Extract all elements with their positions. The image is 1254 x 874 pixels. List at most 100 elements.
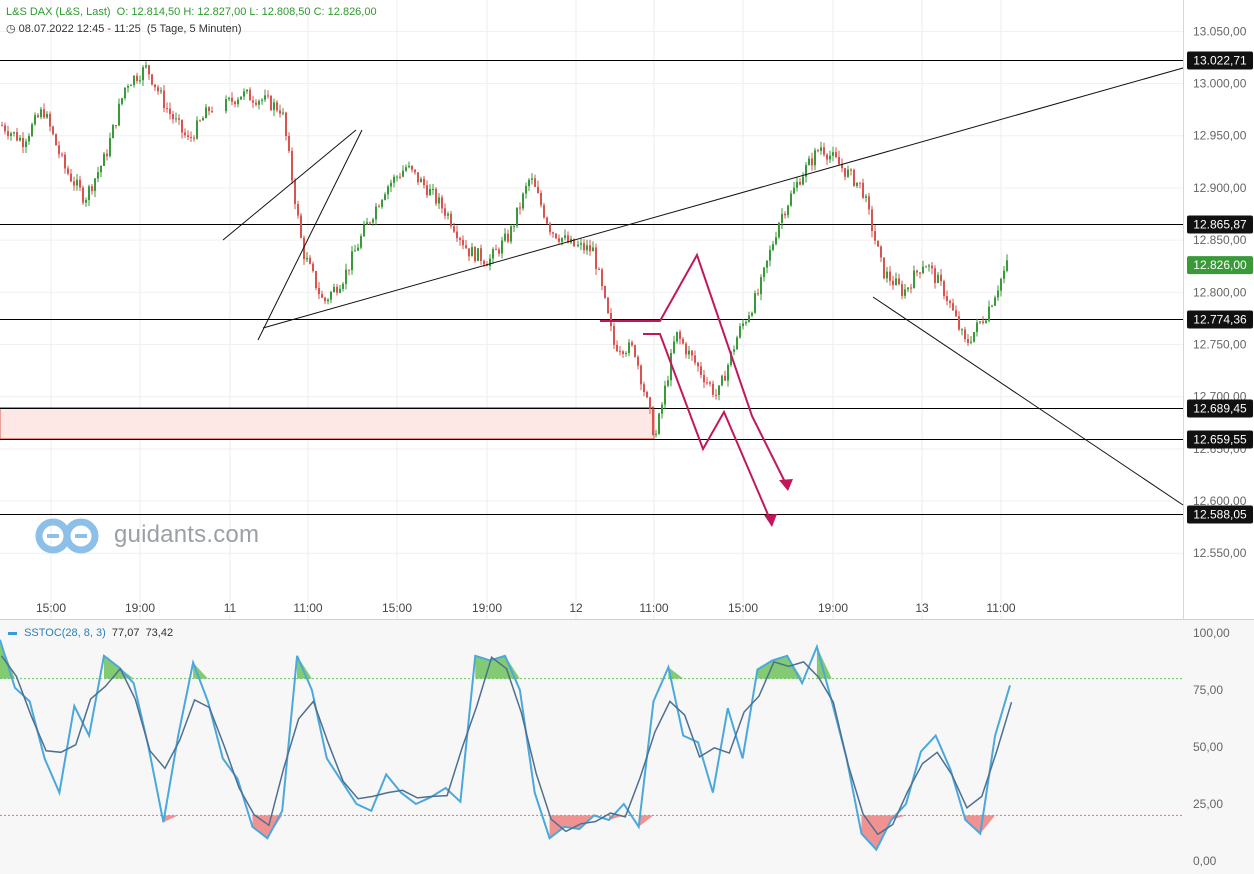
candle-body	[124, 87, 126, 99]
candle-body	[145, 65, 147, 68]
level-price-tag	[1187, 430, 1253, 449]
candle-body	[802, 176, 804, 185]
series-marker-icon	[8, 631, 17, 635]
candle-body	[513, 226, 515, 228]
candle-body	[336, 286, 338, 293]
candle-body	[208, 107, 210, 112]
candle-body	[100, 165, 102, 173]
candle-body	[321, 294, 323, 298]
candle-body	[883, 257, 885, 279]
candle-body	[1003, 270, 1005, 279]
candle-body	[112, 125, 114, 139]
price-tick-label: 12.950,00	[1193, 129, 1247, 143]
level-price-tag	[1187, 310, 1253, 329]
candle-body	[40, 109, 42, 118]
candle-body	[706, 382, 708, 384]
candle-body	[540, 192, 542, 206]
candle-body	[196, 120, 198, 139]
level-price-label: 12.865,87	[1193, 218, 1247, 232]
candle-body	[757, 293, 759, 295]
instrument-header: L&S DAX (L&S, Last) O: 12.814,50 H: 12.8…	[6, 6, 377, 18]
candle-body	[676, 331, 678, 342]
candle-body	[673, 341, 675, 353]
stochastic-value-k: 77,07	[111, 627, 140, 639]
candle-body	[853, 169, 855, 186]
candle-body	[643, 384, 645, 392]
last-price-tag	[1187, 256, 1253, 275]
candle-body	[237, 99, 239, 105]
oversold-fill	[861, 815, 907, 850]
candle-body	[67, 168, 69, 174]
candle-body	[583, 243, 585, 251]
candle-body	[82, 187, 84, 203]
candle-body	[399, 176, 401, 178]
stochastic-tick-label: 75,00	[1193, 683, 1223, 697]
candle-body	[106, 153, 108, 157]
candle-body	[610, 313, 612, 327]
candle-body	[345, 269, 347, 284]
candle-body	[640, 365, 642, 385]
candle-body	[997, 290, 999, 298]
candle-body	[688, 350, 690, 355]
candle-body	[970, 341, 972, 343]
candle-body	[459, 238, 461, 240]
candle-body	[387, 186, 389, 195]
candle-body	[205, 107, 207, 119]
candle-body	[841, 164, 843, 169]
price-tick-label: 12.750,00	[1193, 337, 1247, 351]
candle-body	[178, 118, 180, 120]
candle-body	[142, 67, 144, 81]
candle-body	[474, 247, 476, 262]
candle-body	[616, 344, 618, 352]
candle-body	[507, 233, 509, 242]
candle-body	[847, 169, 849, 177]
level-price-tag	[1187, 399, 1253, 418]
candle-body	[294, 180, 296, 205]
level-price-label: 12.774,36	[1193, 313, 1247, 327]
candle-body	[751, 312, 753, 316]
candle-body	[495, 249, 497, 251]
candle-body	[595, 247, 597, 269]
candle-body	[697, 362, 699, 367]
candle-body	[985, 320, 987, 323]
candle-body	[991, 305, 993, 307]
candle-body	[799, 181, 801, 185]
candle-body	[339, 288, 341, 293]
candle-body	[378, 206, 380, 208]
candle-body	[592, 247, 594, 252]
candle-body	[793, 187, 795, 194]
candle-body	[637, 356, 639, 366]
candle-body	[994, 297, 996, 306]
candle-body	[967, 339, 969, 343]
time-tick-label: 11:00	[639, 601, 668, 615]
candle-body	[279, 110, 281, 114]
candle-body	[646, 391, 648, 398]
candle-body	[832, 152, 834, 156]
candle-body	[664, 385, 666, 405]
candle-body	[94, 178, 96, 191]
candle-body	[70, 173, 72, 182]
candle-body	[874, 231, 876, 241]
candle-body	[577, 244, 579, 247]
candle-body	[973, 332, 975, 342]
candle-body	[133, 75, 135, 86]
time-tick-label: 19:00	[818, 601, 848, 615]
candle-body	[859, 182, 861, 184]
candle-body	[187, 135, 189, 137]
candle-body	[375, 206, 377, 220]
candle-body	[46, 114, 48, 118]
time-tick-label: 11:00	[986, 601, 1015, 615]
time-tick-label: 15:00	[36, 601, 66, 615]
candle-body	[447, 213, 449, 216]
candle-body	[982, 321, 984, 323]
candle-body	[817, 150, 819, 152]
candle-body	[246, 89, 248, 92]
candle-body	[450, 213, 452, 227]
candle-body	[907, 287, 909, 290]
candle-body	[130, 85, 132, 87]
price-tick-label: 12.850,00	[1193, 233, 1247, 247]
oversold-fill	[965, 815, 996, 834]
stochastic-header: SSTOC(28, 8, 3) 77,07 73,42	[8, 627, 173, 639]
candle-body	[781, 213, 783, 223]
